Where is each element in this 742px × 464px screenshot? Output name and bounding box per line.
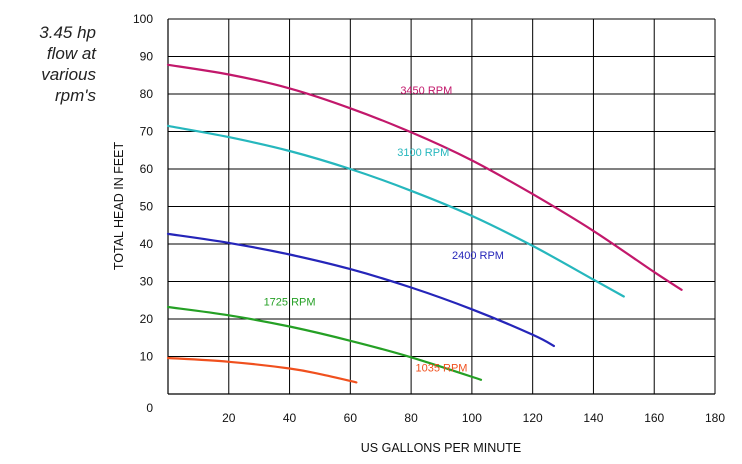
x-tick-label-4: 100 [462, 411, 482, 425]
x-tick-label-1: 40 [283, 411, 297, 425]
y-tick-label-4: 40 [140, 237, 154, 251]
y-tick-label-10: 100 [133, 12, 153, 26]
series-line-3 [166, 305, 483, 381]
y-tick-label-7: 70 [140, 125, 154, 139]
x-axis-label: US GALLONS PER MINUTE [361, 441, 521, 455]
series-lines [166, 63, 683, 384]
series-label-1: 3100 RPM [397, 147, 449, 159]
note-line-4: rpm's [54, 86, 96, 105]
y-tick-label-1: 10 [140, 350, 154, 364]
note-line-2: flow at [46, 44, 96, 63]
y-tick-label-9: 90 [140, 50, 154, 64]
x-tick-label-7: 160 [644, 411, 664, 425]
y-axis-label: TOTAL HEAD IN FEET [112, 142, 126, 271]
x-tick-label-5: 120 [523, 411, 543, 425]
grid [167, 18, 716, 395]
series-label-3: 1725 RPM [264, 297, 316, 309]
series-label-2: 2400 RPM [452, 250, 504, 262]
chart-note: 3.45 hp flow at various rpm's [0, 22, 96, 106]
series-label-4: 1035 RPM [416, 363, 468, 375]
series-label-0: 3450 RPM [400, 85, 452, 97]
y-tick-label-0: 0 [146, 401, 153, 415]
x-tick-label-0: 20 [222, 411, 236, 425]
x-tick-label-2: 60 [344, 411, 358, 425]
series-labels: 3450 RPM 3100 RPM 2400 RPM 1725 RPM 1035 RPM [264, 85, 504, 375]
series-line-2 [166, 232, 555, 348]
x-tick-label-6: 140 [583, 411, 603, 425]
series-line-1 [166, 124, 625, 298]
x-tick-label-8: 180 [705, 411, 725, 425]
note-line-3: various [41, 65, 96, 84]
y-tick-label-3: 30 [140, 275, 154, 289]
series-line-4 [166, 356, 358, 384]
tick-labels: 20 40 60 80 100 120 140 160 180 0 10 20 30 40 50 60 70 80… [133, 12, 725, 425]
series-line-0 [166, 63, 683, 291]
x-tick-label-3: 80 [404, 411, 418, 425]
note-line-1: 3.45 hp [39, 23, 96, 42]
y-tick-label-8: 80 [140, 87, 154, 101]
y-tick-label-5: 50 [140, 200, 154, 214]
y-tick-label-6: 60 [140, 162, 154, 176]
y-tick-label-2: 20 [140, 312, 154, 326]
